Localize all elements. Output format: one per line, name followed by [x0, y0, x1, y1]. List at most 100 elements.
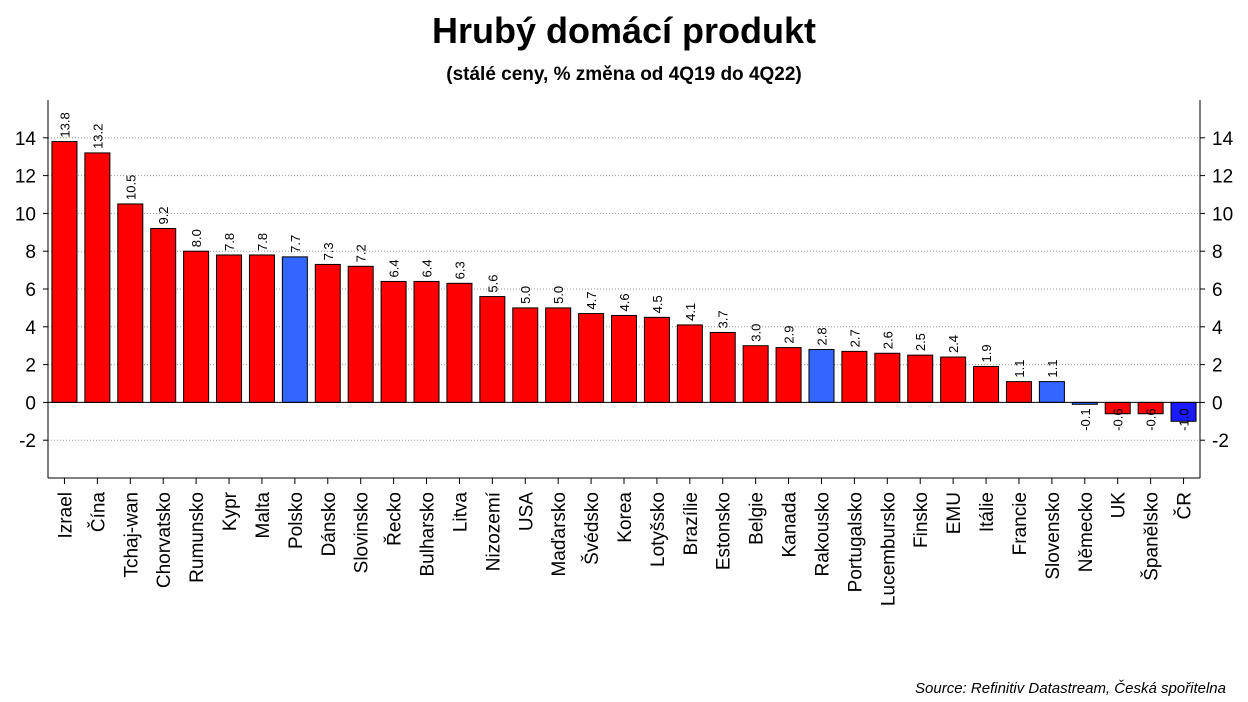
bar: [973, 365, 1000, 403]
data-label: -1.0: [1177, 408, 1192, 430]
data-label: 1.9: [979, 344, 994, 362]
bar: [610, 314, 638, 403]
data-label: 2.6: [880, 331, 895, 349]
data-label: 1.1: [1045, 360, 1060, 378]
bar: [380, 280, 407, 403]
y-tick-label-right: 2: [1212, 356, 1223, 377]
chart-title: Hrubý domácí produkt: [431, 10, 817, 51]
category-label: Slovensko: [1043, 492, 1064, 580]
data-label: 13.2: [90, 124, 105, 149]
category-label: Kypr: [220, 491, 241, 531]
bar: [248, 254, 275, 403]
data-label: -0.6: [1111, 408, 1126, 430]
category-label: Malta: [253, 492, 274, 539]
bar: [578, 313, 605, 403]
data-label: 2.9: [782, 326, 797, 344]
y-tick-label-left: 14: [15, 129, 37, 150]
bar: [117, 203, 144, 403]
data-label: 7.7: [288, 235, 303, 253]
category-label: Litva: [450, 492, 471, 533]
bar: [874, 352, 901, 403]
category-label: Švédsko: [581, 492, 603, 565]
category-label: Belgie: [747, 492, 768, 545]
y-tick-label-right: 4: [1212, 318, 1223, 339]
category-label: Rumunsko: [187, 492, 208, 583]
bar: [1005, 381, 1032, 403]
bars: [51, 141, 1197, 422]
bar: [808, 348, 835, 403]
data-label: 4.7: [584, 291, 599, 309]
data-label: 5.0: [551, 286, 566, 304]
data-label: 8.0: [189, 229, 204, 247]
data-label: -0.1: [1078, 408, 1093, 430]
bar: [183, 250, 210, 403]
bar: [676, 324, 703, 403]
y-tick-label-left: -2: [19, 431, 36, 452]
category-label: Nizozemí: [483, 491, 504, 571]
category-label: Lucembursko: [878, 492, 899, 606]
y-tick-label-right: 0: [1212, 393, 1223, 414]
axes: [43, 100, 1205, 484]
category-labels: Izrael Čína Tchaj-wan Chorvatsko Rumunsko Kyp…: [55, 491, 1195, 606]
category-label: Tchaj-wan: [121, 492, 142, 578]
source-note: Source: Refinitiv Datastream, Česká spoř…: [915, 680, 1226, 697]
data-label: 6.4: [420, 259, 435, 277]
y-tick-label-right: -2: [1212, 431, 1229, 452]
data-label: 6.4: [387, 259, 402, 277]
bar: [150, 228, 177, 403]
y-tick-label-right: 12: [1212, 167, 1233, 188]
bar: [742, 345, 769, 403]
bar: [347, 265, 374, 403]
bar: [1038, 381, 1065, 403]
category-label: Estonsko: [714, 492, 735, 570]
category-label: Portugalsko: [845, 492, 866, 592]
data-label: 5.6: [485, 274, 500, 292]
bar: [512, 307, 539, 403]
category-label: Finsko: [911, 492, 932, 548]
data-label: 7.8: [255, 233, 270, 251]
category-label: ČR: [1174, 492, 1196, 519]
category-label: Izrael: [55, 492, 76, 538]
bar: [545, 307, 572, 403]
category-label: Rakousko: [812, 492, 833, 577]
y-tick-label-left: 2: [25, 356, 36, 377]
data-label: 2.8: [814, 327, 829, 345]
data-label: 7.3: [321, 242, 336, 260]
bar: [775, 347, 802, 403]
data-label: 7.2: [354, 244, 369, 262]
bar: [84, 152, 111, 403]
data-label: 4.6: [617, 293, 632, 311]
category-label: UK: [1109, 492, 1130, 519]
y-tick-label-left: 12: [15, 167, 36, 188]
bar: [446, 282, 473, 403]
data-label: 4.5: [650, 295, 665, 313]
y-tick-label-right: 6: [1212, 280, 1223, 301]
chart-subtitle: (stálé ceny, % změna od 4Q19 do 4Q22): [446, 64, 802, 85]
y-tick-label-left: 0: [25, 393, 36, 414]
y-tick-label-left: 8: [25, 242, 36, 263]
category-label: Francie: [1010, 492, 1031, 555]
category-label: Dánsko: [319, 492, 340, 556]
data-label: 6.3: [452, 261, 467, 279]
data-label: 7.8: [222, 233, 237, 251]
category-label: Chorvatsko: [154, 492, 175, 588]
category-label: USA: [516, 492, 537, 531]
tick-labels: 14 14 12 12 10 10 8 8 6 6 4 4 2 2 0 0 -2 -2: [15, 129, 1234, 452]
data-label: 2.7: [847, 329, 862, 347]
data-label: 4.1: [683, 303, 698, 321]
category-label: Slovinsko: [352, 492, 373, 573]
y-tick-label-left: 6: [25, 280, 36, 301]
bar: [281, 256, 308, 403]
category-label: Brazílie: [681, 492, 702, 555]
data-label: 3.7: [716, 310, 731, 328]
data-label: 9.2: [156, 206, 171, 224]
data-label: 5.0: [518, 286, 533, 304]
y-tick-label-right: 14: [1212, 129, 1234, 150]
bar: [413, 280, 440, 403]
y-tick-label-left: 10: [15, 204, 36, 225]
data-label: 1.1: [1012, 360, 1027, 378]
bar: [940, 356, 967, 403]
y-tick-label-right: 8: [1212, 242, 1223, 263]
data-label: 3.0: [749, 324, 764, 342]
